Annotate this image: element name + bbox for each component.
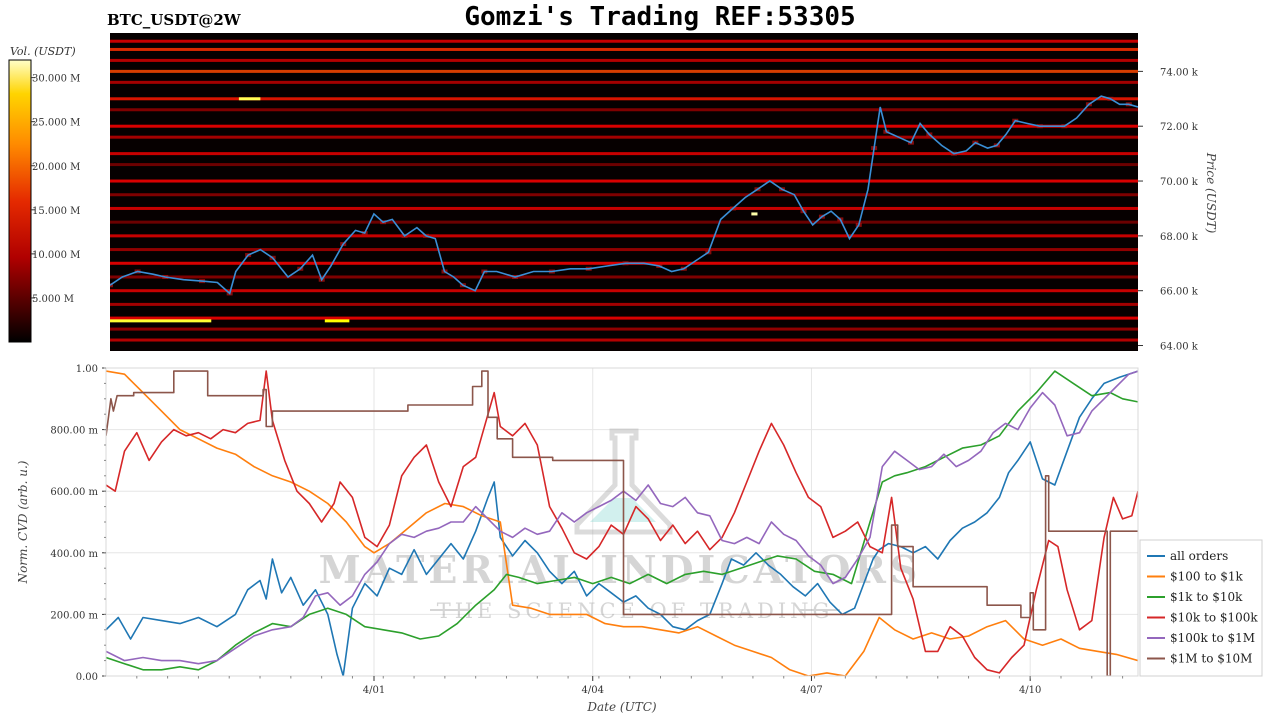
hot-spot	[238, 97, 261, 101]
hot-spot	[324, 319, 350, 323]
hot-spots	[110, 97, 758, 323]
liquidity-band	[110, 47, 1138, 51]
liquidity-band	[110, 338, 1138, 342]
price-tick-label: 66.00 k	[1160, 287, 1199, 298]
watermark-title: MATERIAL INDICATORS	[319, 547, 922, 592]
cvd-y-axis: 0.00 200.00 m 400.00 m 600.00 m 800.00 m 1.00	[50, 364, 106, 683]
legend-items: all orders $100 to $1k $1k to $10k $10k to …	[1147, 549, 1258, 666]
colorbar-tick-label: 5.000 M	[32, 294, 74, 305]
hot-spot	[751, 212, 758, 216]
price-tick-label: 68.00 k	[1160, 232, 1199, 243]
colorbar-tick-label: 20.000 M	[32, 162, 80, 173]
colorbar-tick-label: 10.000 M	[32, 250, 80, 261]
cvd-series-lines	[106, 370, 1138, 676]
cvd-x-axis: 4/01 4/04 4/07 4/10	[136, 676, 1124, 696]
legend-box	[1139, 539, 1263, 677]
liquidity-band	[110, 327, 1138, 331]
price-tick-label: 74.00 k	[1160, 67, 1199, 78]
liquidity-band	[110, 220, 1138, 224]
liquidity-band	[110, 80, 1138, 84]
cvd-x-tick-label: 4/01	[363, 685, 385, 696]
liquidity-band	[110, 179, 1138, 183]
legend: all orders $100 to $1k $1k to $10k $10k to …	[1139, 539, 1263, 677]
legend-label: $1k to $10k	[1170, 590, 1243, 604]
cvd-series-line	[106, 370, 1138, 671]
price-tick-label: 64.00 k	[1160, 342, 1199, 353]
cvd-series-line	[106, 370, 1138, 676]
cvd-y-tick-label: 0.00	[76, 672, 98, 683]
liquidity-band	[110, 275, 1138, 279]
legend-label: $100k to $1M	[1170, 631, 1255, 645]
colorbar-tick-label: 25.000 M	[32, 118, 80, 129]
liquidity-band	[110, 316, 1138, 320]
liquidity-band	[110, 135, 1138, 139]
liquidity-band	[110, 193, 1138, 197]
cvd-y-tick-label: 400.00 m	[50, 549, 98, 560]
cvd-y-tick-label: 800.00 m	[50, 426, 98, 437]
legend-label: $10k to $100k	[1170, 611, 1258, 625]
cvd-x-tick-label: 4/07	[800, 685, 822, 696]
price-axis-label: Price (USDT)	[1204, 152, 1218, 234]
cvd-y-tick-label: 600.00 m	[50, 487, 98, 498]
price-tick-label: 72.00 k	[1160, 122, 1199, 133]
colorbar-tick-label: 15.000 M	[32, 206, 80, 217]
cvd-x-tick-label: 4/10	[1019, 685, 1041, 696]
legend-label: all orders	[1170, 549, 1228, 563]
watermark-subtitle: THE SCIENCE OF TRADING	[437, 599, 834, 623]
liquidity-levels	[110, 39, 1138, 342]
pair-label: BTC_USDT@2W	[107, 11, 242, 29]
liquidity-band	[110, 108, 1138, 112]
price-tick-label: 70.00 k	[1160, 177, 1199, 188]
legend-label: $100 to $1k	[1170, 570, 1243, 584]
cvd-y-tick-label: 1.00	[76, 364, 98, 375]
liquidity-band	[110, 39, 1138, 43]
cvd-x-axis-label: Date (UTC)	[586, 700, 656, 714]
cvd-y-axis-label: Norm. CVD (arb. u.)	[16, 460, 30, 584]
hot-spot	[110, 319, 212, 323]
chart-title: Gomzi's Trading REF:53305	[464, 2, 855, 32]
liquidity-band	[110, 163, 1138, 167]
liquidity-band	[110, 206, 1138, 210]
liquidity-band	[110, 124, 1138, 128]
cvd-series-line	[106, 370, 1138, 674]
cvd-series-line	[106, 370, 1138, 665]
colorbar-ticks: 30.000 M 25.000 M 20.000 M 15.000 M 10.000 M…	[31, 74, 80, 305]
price-axis: 74.00 k 72.00 k 70.00 k 68.00 k 66.00 k 64.00…	[1138, 67, 1199, 353]
colorbar-tick-label: 30.000 M	[32, 74, 80, 85]
legend-label: $1M to $10M	[1170, 652, 1252, 666]
cvd-x-tick-label: 4/04	[581, 685, 603, 696]
liquidity-band	[110, 248, 1138, 252]
price-line	[110, 95, 1138, 295]
cvd-panel: MATERIAL INDICATORS THE SCIENCE OF TRADI…	[16, 364, 1263, 714]
colorbar	[8, 59, 32, 343]
heatmap-background	[110, 33, 1138, 351]
cvd-y-tick-label: 200.00 m	[50, 610, 98, 621]
liquidity-band	[110, 152, 1138, 156]
liquidity-band	[110, 69, 1138, 73]
flask-icon	[574, 428, 673, 535]
colorbar-label: Vol. (USDT)	[10, 45, 76, 58]
price-liquidity-blob	[110, 283, 113, 288]
liquidity-band	[110, 58, 1138, 62]
heatmap-panel: 74.00 k 72.00 k 70.00 k 68.00 k 66.00 k 64.00…	[110, 33, 1218, 353]
liquidity-band	[110, 289, 1138, 293]
liquidity-band	[110, 302, 1138, 306]
liquidity-band	[110, 97, 1138, 101]
liquidity-band	[110, 234, 1138, 238]
cvd-series-line	[106, 370, 1138, 676]
